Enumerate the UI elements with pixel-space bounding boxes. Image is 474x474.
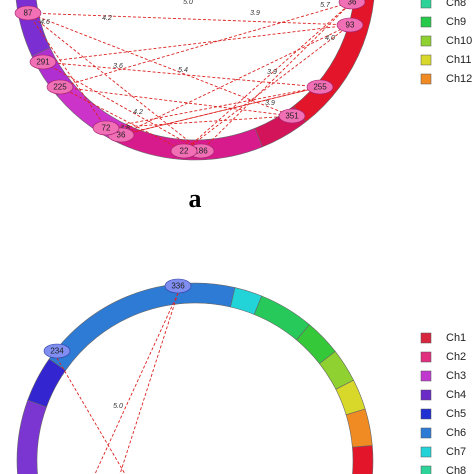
chromosome-segment <box>293 0 375 123</box>
link <box>183 1 353 152</box>
marker-node <box>170 143 198 159</box>
marker-label: 351 <box>285 112 299 121</box>
legend-swatch <box>420 73 432 85</box>
chromosome-segment <box>352 445 374 474</box>
marker-node <box>14 5 42 21</box>
link-score: 3.9 <box>250 10 260 17</box>
legend-swatch <box>420 35 432 47</box>
link <box>27 12 107 129</box>
marker-label: 93 <box>346 21 355 30</box>
legend-label: Ch6 <box>446 427 466 439</box>
legend-swatch <box>420 16 432 28</box>
link-score: 5.7 <box>320 2 331 9</box>
link <box>59 86 293 117</box>
link <box>59 86 185 152</box>
legend-label: Ch5 <box>446 408 466 420</box>
link <box>200 1 353 152</box>
link <box>105 86 321 129</box>
link <box>27 12 351 26</box>
legend-swatch <box>420 370 432 382</box>
legend-swatch <box>420 427 432 439</box>
link-score: 5.0 <box>113 403 123 410</box>
marker-node <box>338 0 366 10</box>
marker-label: 255 <box>313 83 327 92</box>
marker-label: 36 <box>117 131 126 140</box>
legend-swatch <box>420 0 432 9</box>
link <box>42 24 351 63</box>
chromosome-segment <box>16 399 47 474</box>
marker-label: 72 <box>102 124 111 133</box>
chromosome-segment <box>48 282 236 371</box>
link <box>59 1 353 88</box>
link <box>42 61 321 88</box>
marker-node <box>336 17 364 33</box>
legend-label: Ch7 <box>446 446 466 458</box>
marker-node <box>278 108 306 124</box>
marker-label: 336 <box>171 282 185 291</box>
link <box>105 115 293 129</box>
legend-swatch <box>420 465 432 474</box>
marker-node <box>306 79 334 95</box>
marker-label: 225 <box>53 83 67 92</box>
legend-swatch <box>420 332 432 344</box>
chromosome-segment <box>345 408 373 448</box>
legend-swatch <box>420 446 432 458</box>
link <box>94 292 179 474</box>
legend-label: Ch12 <box>446 73 472 85</box>
link-score: 3.9 <box>265 100 275 107</box>
link-score: 4.2 <box>102 15 112 22</box>
marker-label: 234 <box>50 347 64 356</box>
legend-label: Ch10 <box>446 35 472 47</box>
legend-swatch <box>420 54 432 66</box>
marker-label: 22 <box>180 147 189 156</box>
legend-label: Ch11 <box>446 54 471 66</box>
link <box>27 12 293 117</box>
link <box>119 292 179 474</box>
legend-label: Ch3 <box>446 370 466 382</box>
link <box>120 24 351 136</box>
marker-node <box>43 343 71 359</box>
link-score: 4.0 <box>325 35 335 42</box>
link-score: 3.6 <box>113 63 123 70</box>
legend-label: Ch1 <box>446 332 466 344</box>
marker-label: 186 <box>194 147 208 156</box>
link <box>56 357 126 474</box>
link <box>27 12 202 152</box>
link-score: 5.4 <box>178 67 188 74</box>
link <box>120 86 321 136</box>
link-score: 4.2 <box>133 109 143 116</box>
legend-label: Ch8 <box>446 465 466 474</box>
legend-label: Ch4 <box>446 389 466 401</box>
marker-label: 87 <box>24 9 33 18</box>
marker-node <box>164 278 192 294</box>
legend-swatch <box>420 389 432 401</box>
panel-label: a <box>189 184 202 213</box>
legend-swatch <box>420 408 432 420</box>
link-score: 4.6 <box>40 19 50 26</box>
chromosome-segment <box>253 295 310 341</box>
marker-label: 291 <box>36 58 50 67</box>
legend-label: Ch9 <box>446 16 466 28</box>
legend-label: Ch2 <box>446 351 466 363</box>
link-score: 5.0 <box>183 0 193 6</box>
marker-node <box>46 79 74 95</box>
legend-label: Ch8 <box>446 0 466 9</box>
link <box>42 61 202 152</box>
legend-swatch <box>420 351 432 363</box>
link-score: 3.9 <box>267 69 277 76</box>
marker-node <box>92 120 120 136</box>
marker-node <box>29 54 57 70</box>
marker-label: 36 <box>348 0 357 7</box>
